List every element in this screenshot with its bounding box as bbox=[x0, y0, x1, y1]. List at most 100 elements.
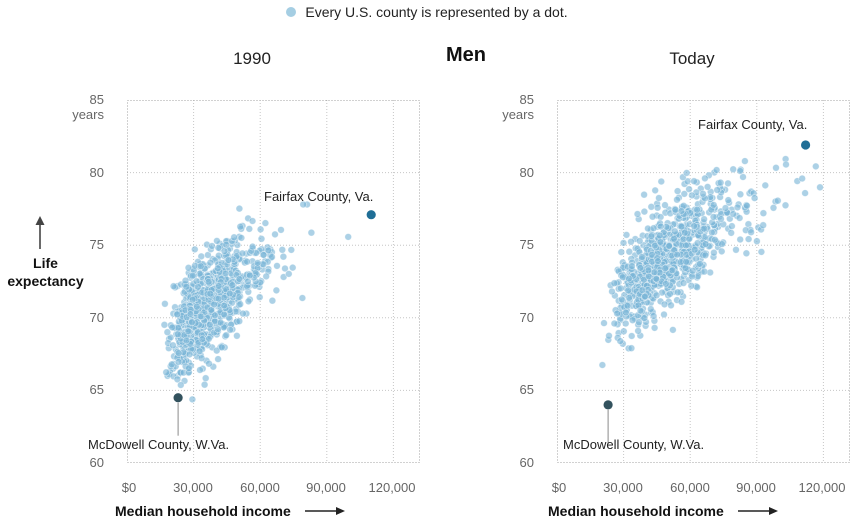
county-dot bbox=[769, 204, 778, 212]
county-dot bbox=[620, 327, 628, 336]
county-dot-icon bbox=[286, 7, 297, 17]
county-dot bbox=[665, 242, 673, 250]
county-dot bbox=[174, 330, 182, 338]
county-dot bbox=[625, 247, 634, 256]
county-dot bbox=[238, 249, 247, 258]
county-dot bbox=[271, 230, 279, 239]
county-dot bbox=[257, 235, 266, 243]
county-dot bbox=[635, 237, 644, 245]
county-dot bbox=[774, 196, 782, 205]
county-dot bbox=[624, 286, 632, 295]
county-dot bbox=[299, 200, 307, 209]
county-dot bbox=[651, 186, 659, 195]
county-dot bbox=[210, 300, 218, 309]
county-dot bbox=[288, 263, 297, 272]
legend-label: Every U.S. county is represented by a do… bbox=[305, 4, 568, 20]
county-dot bbox=[673, 195, 681, 204]
x-axis-title-right: Median household income bbox=[548, 503, 778, 519]
county-dot bbox=[750, 194, 759, 202]
county-dot bbox=[262, 272, 270, 281]
county-dot bbox=[690, 222, 698, 230]
county-dot bbox=[600, 319, 608, 327]
xtick-60000-left: 60,000 bbox=[240, 480, 280, 495]
county-dot bbox=[655, 194, 663, 202]
county-dot bbox=[222, 331, 230, 339]
ytick-75-left: 75 bbox=[89, 237, 104, 252]
county-dot bbox=[798, 174, 806, 183]
county-dot bbox=[690, 177, 698, 185]
county-dot bbox=[677, 298, 686, 306]
county-dot bbox=[206, 289, 214, 298]
county-dot bbox=[647, 305, 655, 313]
county-dot bbox=[214, 325, 222, 333]
county-dot bbox=[733, 203, 742, 212]
county-dot bbox=[688, 191, 696, 200]
county-dot bbox=[623, 301, 632, 310]
county-dot bbox=[268, 296, 277, 305]
county-dot bbox=[169, 282, 178, 290]
ytick-60-left: 60 bbox=[89, 455, 104, 470]
county-dot bbox=[174, 358, 183, 366]
county-dot bbox=[696, 260, 704, 268]
county-dot bbox=[657, 222, 665, 231]
county-dot bbox=[666, 290, 674, 298]
county-dot bbox=[727, 229, 735, 237]
ytick-85-left: 85 bbox=[89, 92, 104, 107]
county-dot bbox=[700, 267, 709, 276]
county-dot bbox=[638, 253, 646, 261]
county-dot bbox=[654, 257, 662, 265]
county-dot bbox=[163, 328, 172, 336]
county-dot bbox=[682, 241, 690, 250]
ytick-60-right: 60 bbox=[519, 455, 534, 470]
county-dot bbox=[649, 312, 658, 320]
county-dot bbox=[759, 221, 767, 229]
labeled-county-dot bbox=[366, 210, 376, 220]
county-dot bbox=[167, 360, 176, 369]
county-dot bbox=[243, 257, 251, 266]
county-dot bbox=[729, 165, 737, 174]
county-dot bbox=[182, 336, 191, 345]
panel-title-today: Today bbox=[669, 49, 715, 68]
county-dot bbox=[196, 366, 204, 374]
county-dot bbox=[198, 335, 207, 343]
right-arrow-icon bbox=[304, 507, 345, 515]
county-dot bbox=[744, 235, 753, 243]
county-dot bbox=[628, 316, 637, 324]
county-dot bbox=[233, 332, 241, 340]
county-dot bbox=[671, 227, 679, 236]
county-dot bbox=[244, 297, 253, 306]
county-dot bbox=[307, 228, 316, 237]
county-dot bbox=[239, 309, 247, 318]
county-dot bbox=[185, 364, 193, 372]
county-dot bbox=[651, 241, 659, 250]
county-dot bbox=[772, 164, 780, 172]
county-dot bbox=[701, 174, 709, 183]
county-dot bbox=[221, 269, 230, 278]
ytick-80-left: 80 bbox=[89, 165, 104, 180]
county-dot bbox=[272, 286, 281, 295]
scatter-plot-today bbox=[557, 100, 850, 463]
county-dot bbox=[670, 235, 678, 243]
county-dot bbox=[206, 258, 215, 267]
county-dot bbox=[162, 368, 170, 377]
county-dot bbox=[235, 317, 244, 325]
county-dot bbox=[259, 251, 268, 259]
county-dot bbox=[640, 207, 649, 216]
county-dot bbox=[812, 162, 820, 171]
county-dot bbox=[625, 274, 633, 283]
county-dot bbox=[186, 310, 195, 318]
county-dot bbox=[237, 234, 246, 242]
county-dot bbox=[711, 236, 719, 244]
county-dot bbox=[204, 251, 212, 259]
county-dot bbox=[616, 284, 625, 293]
chart-title: Men bbox=[446, 44, 486, 66]
county-dot bbox=[669, 326, 677, 334]
county-dot bbox=[255, 293, 264, 301]
county-dot bbox=[218, 343, 226, 352]
x-axis-title-text: Median household income bbox=[548, 503, 724, 519]
county-dot bbox=[298, 294, 307, 302]
xtick-0-left: $0 bbox=[121, 480, 137, 495]
county-dot bbox=[677, 207, 686, 215]
county-dot bbox=[661, 264, 669, 273]
